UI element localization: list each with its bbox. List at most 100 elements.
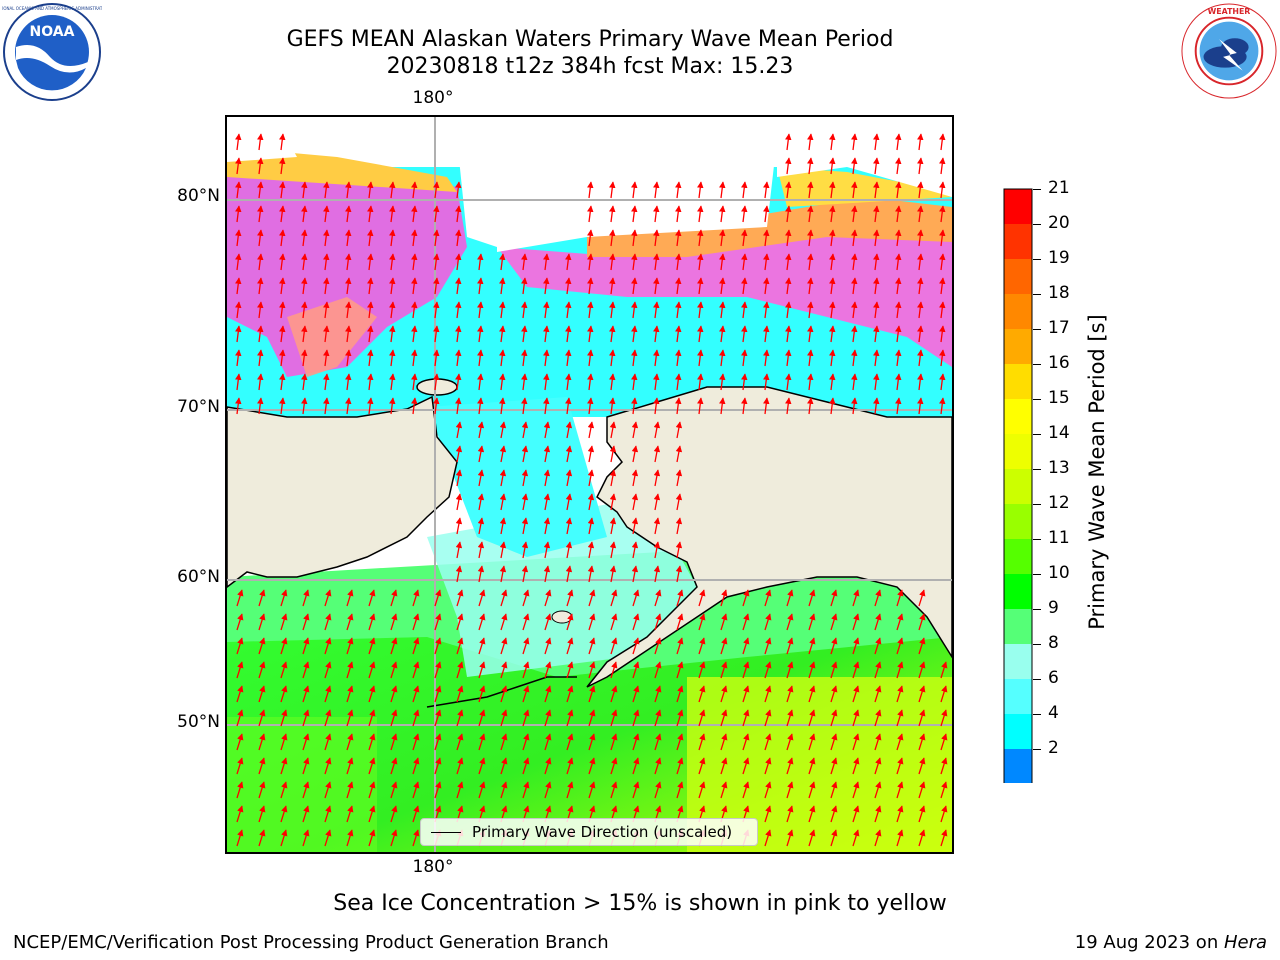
- wave-arrow: [587, 493, 595, 511]
- wave-arrow: [631, 229, 638, 247]
- wave-arrow: [807, 181, 814, 199]
- wave-arrow: [698, 685, 706, 703]
- wave-arrow: [368, 637, 376, 655]
- wave-arrow: [895, 277, 902, 295]
- wave-arrow: [412, 757, 420, 775]
- wave-arrow: [786, 589, 794, 607]
- wave-arrow: [477, 469, 485, 487]
- wave-arrow: [258, 589, 266, 607]
- wave-arrow: [258, 733, 266, 751]
- wave-arrow: [477, 517, 485, 535]
- wave-arrow: [764, 637, 772, 655]
- wave-arrow: [521, 421, 529, 439]
- wave-arrow: [257, 205, 264, 223]
- wave-arrow: [896, 661, 904, 679]
- wave-arrow: [588, 757, 596, 775]
- wave-arrow: [609, 421, 617, 439]
- wave-arrow: [653, 181, 660, 199]
- wave-arrow: [368, 805, 376, 823]
- wave-arrow: [588, 661, 596, 679]
- wave-arrow: [455, 565, 463, 583]
- wave-arrow: [455, 517, 463, 535]
- wave-arrow: [896, 829, 904, 847]
- wave-arrow: [675, 277, 682, 295]
- wave-arrow: [719, 301, 726, 319]
- colorbar-tick-label: 20: [1048, 213, 1070, 233]
- colorbar-label: Primary Wave Mean Period [s]: [1085, 314, 1109, 630]
- wave-arrow: [565, 517, 573, 535]
- wave-arrow: [499, 325, 506, 343]
- wave-arrow: [610, 589, 618, 607]
- wave-arrow: [654, 661, 662, 679]
- wave-arrow: [895, 301, 902, 319]
- wave-arrow: [918, 805, 926, 823]
- wave-arrow: [236, 757, 244, 775]
- wave-arrow: [543, 397, 550, 415]
- wave-arrow: [499, 421, 507, 439]
- wave-arrow: [390, 685, 398, 703]
- wave-arrow: [807, 373, 814, 391]
- wave-arrow: [609, 301, 616, 319]
- wave-arrow: [522, 637, 530, 655]
- wave-arrow: [324, 661, 332, 679]
- lon-label-top: 180°: [412, 88, 454, 108]
- colorbar-tick-mark: [1033, 644, 1041, 645]
- wave-arrow: [675, 445, 683, 463]
- wave-arrow: [367, 325, 374, 343]
- wave-arrow: [499, 397, 506, 415]
- wave-arrow: [895, 205, 902, 223]
- wave-arrow: [654, 781, 662, 799]
- wave-arrow: [565, 349, 572, 367]
- wave-arrow: [763, 301, 770, 319]
- wave-arrow: [764, 757, 772, 775]
- wave-arrow: [345, 205, 352, 223]
- wave-arrow: [477, 349, 484, 367]
- colorbar-segment: [1004, 364, 1032, 399]
- wave-arrow: [852, 661, 860, 679]
- wave-arrow: [258, 661, 266, 679]
- wave-arrow: [676, 709, 684, 727]
- wave-arrow: [368, 709, 376, 727]
- wave-arrow: [785, 157, 792, 175]
- wave-arrow: [851, 133, 858, 151]
- footer-date: 19 Aug 2023 on Hera: [1075, 932, 1267, 953]
- wave-arrow: [478, 589, 486, 607]
- wave-arrow: [939, 397, 946, 415]
- wave-arrow: [543, 325, 550, 343]
- wave-arrow: [235, 157, 242, 175]
- wave-arrow: [455, 541, 463, 559]
- wave-arrow: [455, 181, 462, 199]
- wave-arrow: [236, 733, 244, 751]
- wave-arrow: [522, 589, 530, 607]
- wave-arrow: [830, 637, 838, 655]
- colorbar-tick-mark: [1033, 679, 1041, 680]
- wave-arrow: [456, 589, 464, 607]
- wave-arrow: [786, 661, 794, 679]
- colorbar-segment: [1004, 434, 1032, 469]
- wave-arrow: [477, 421, 485, 439]
- wave-arrow: [830, 805, 838, 823]
- wave-arrow: [236, 637, 244, 655]
- wave-arrow: [632, 709, 640, 727]
- wave-arrow: [323, 301, 330, 319]
- colorbar-tick-label: 16: [1048, 353, 1070, 373]
- wave-arrow: [609, 469, 617, 487]
- wave-arrow: [940, 709, 948, 727]
- wave-arrow: [499, 469, 507, 487]
- wave-arrow: [874, 661, 882, 679]
- wave-arrow: [588, 709, 596, 727]
- nws-logo: WEATHER: [1181, 3, 1277, 99]
- wave-arrow: [807, 253, 814, 271]
- wave-arrow: [829, 229, 836, 247]
- wave-arrow: [412, 709, 420, 727]
- wave-arrow: [588, 613, 596, 631]
- wave-arrow: [433, 349, 440, 367]
- wave-arrow: [719, 229, 726, 247]
- wave-arrow: [258, 637, 266, 655]
- wave-arrow: [499, 253, 506, 271]
- wave-arrow: [324, 733, 332, 751]
- wave-arrow: [324, 805, 332, 823]
- colorbar-segment: [1004, 539, 1032, 574]
- wave-arrow: [720, 637, 728, 655]
- wave-arrow: [742, 685, 750, 703]
